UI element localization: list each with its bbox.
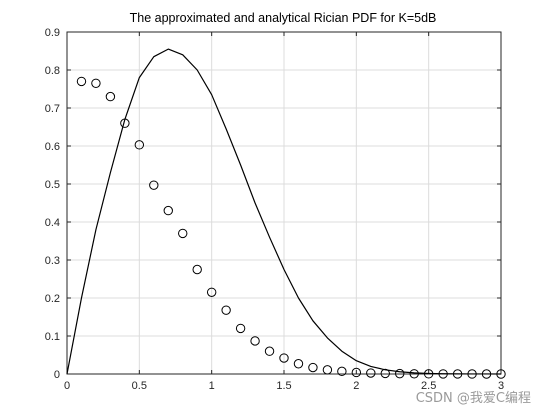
x-tick-label: 1 xyxy=(209,380,215,392)
chart-title: The approximated and analytical Rician P… xyxy=(130,11,437,25)
approx-pdf-marker xyxy=(134,140,145,150)
approx-pdf-marker xyxy=(264,346,275,356)
y-tick-label: 0.1 xyxy=(45,331,60,343)
approx-pdf-marker xyxy=(178,228,188,239)
y-tick-label: 0.9 xyxy=(45,27,60,39)
ticks xyxy=(66,31,502,375)
approx-pdf-marker xyxy=(91,78,101,89)
y-tick-label: 0.7 xyxy=(45,103,60,115)
approx-pdf-marker xyxy=(221,305,231,315)
approx-pdf-marker xyxy=(206,287,217,297)
approx-pdf-marker xyxy=(395,368,405,379)
y-tick-label: 0.6 xyxy=(45,141,60,153)
approx-pdf-marker xyxy=(120,118,130,128)
y-tick-label: 0.3 xyxy=(45,255,60,267)
approx-pdf-marker xyxy=(467,369,477,379)
approx-pdf-marker xyxy=(496,369,506,379)
y-tick-label: 0.2 xyxy=(45,293,60,305)
x-tick-label: 3 xyxy=(498,380,504,392)
approx-pdf-marker xyxy=(438,369,448,379)
approx-pdf-marker xyxy=(76,76,87,87)
watermark: CSDN @我爱C编程 xyxy=(416,391,531,406)
grid xyxy=(66,31,502,375)
y-tick-label: 0 xyxy=(54,369,60,381)
approx-pdf-marker xyxy=(308,362,318,373)
x-tick-labels: 0 0.5 1 1.5 2 2.5 3 xyxy=(64,380,504,392)
x-tick-label: 0.5 xyxy=(132,380,147,392)
approx-pdf-marker xyxy=(149,180,159,190)
y-tick-label: 0.8 xyxy=(45,65,60,77)
approx-pdf-marker xyxy=(322,365,333,375)
approx-pdf-marker xyxy=(481,369,492,379)
x-tick-label: 2.5 xyxy=(421,380,436,392)
approx-pdf-marker xyxy=(337,366,347,377)
approx-pdf-marker xyxy=(380,368,390,379)
approx-pdf-marker xyxy=(409,369,419,379)
y-tick-label: 0.5 xyxy=(45,179,60,191)
approx-pdf-marker xyxy=(163,205,173,216)
approx-pdf-marker xyxy=(366,368,376,378)
approx-pdf-marker xyxy=(105,91,116,102)
x-tick-label: 1.5 xyxy=(276,380,291,392)
y-tick-labels: 0 0.1 0.2 0.3 0.4 0.5 0.6 0.7 0.8 0.9 xyxy=(45,27,60,381)
x-tick-label: 2 xyxy=(353,380,359,392)
approx-pdf-marker xyxy=(250,336,260,346)
approx-pdf-marker xyxy=(423,369,434,379)
series-layer xyxy=(66,48,506,379)
approx-pdf-marker xyxy=(452,369,463,379)
approx-pdf-marker xyxy=(293,359,304,369)
approx-pdf-marker xyxy=(235,323,246,334)
x-tick-label: 0 xyxy=(64,380,70,392)
approx-pdf-marker xyxy=(279,353,289,363)
y-tick-label: 0.4 xyxy=(45,217,60,229)
analytical-pdf-line xyxy=(66,48,502,375)
approx-pdf-marker xyxy=(192,264,202,275)
approx-pdf-marker xyxy=(351,367,362,378)
